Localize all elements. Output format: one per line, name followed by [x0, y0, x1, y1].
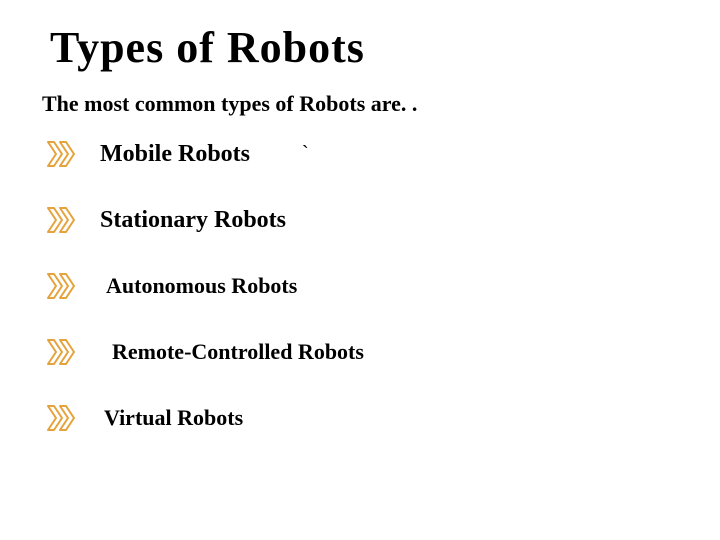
double-chevron-icon — [46, 205, 76, 235]
double-chevron-icon — [46, 139, 76, 169]
chevron-icon — [46, 337, 76, 367]
list-item: Stationary Robots — [46, 205, 680, 235]
chevron-icon — [46, 403, 76, 433]
double-chevron-icon — [46, 337, 76, 367]
list-item-label: Mobile Robots — [100, 141, 250, 167]
list-item: Mobile Robots ` — [46, 139, 680, 169]
bullet-list: Mobile Robots ` Stationary Robots Autonom… — [46, 139, 680, 433]
slide-subtitle: The most common types of Robots are. . — [42, 91, 680, 117]
double-chevron-icon — [46, 271, 76, 301]
chevron-icon — [46, 271, 76, 301]
list-item: Virtual Robots — [46, 403, 680, 433]
list-item-label: Stationary Robots — [100, 207, 286, 233]
list-item-label: Remote-Controlled Robots — [112, 340, 364, 364]
double-chevron-icon — [46, 403, 76, 433]
list-item: Autonomous Robots — [46, 271, 680, 301]
list-item-label: Virtual Robots — [104, 406, 243, 430]
list-item-label: Autonomous Robots — [106, 274, 297, 298]
list-item: Remote-Controlled Robots — [46, 337, 680, 367]
chevron-icon — [46, 205, 76, 235]
slide: Types of Robots The most common types of… — [0, 0, 720, 540]
stray-mark: ` — [302, 143, 309, 166]
slide-title: Types of Robots — [50, 22, 680, 73]
chevron-icon — [46, 139, 76, 169]
